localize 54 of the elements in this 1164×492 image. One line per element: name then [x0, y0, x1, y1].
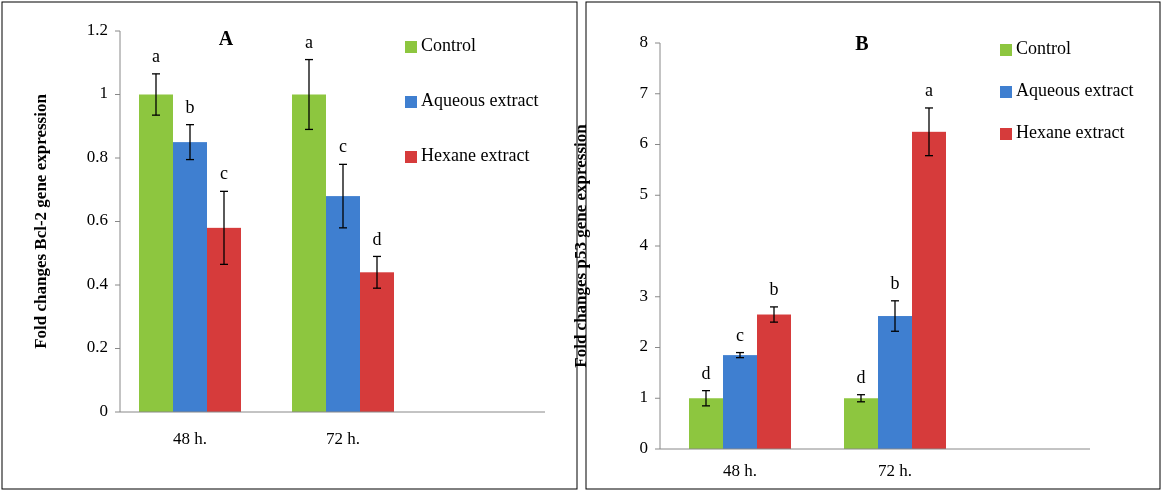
y-tick-label: 2: [639, 336, 648, 356]
bar: [207, 227, 241, 412]
x-tick-label: 72 h.: [878, 460, 912, 480]
bar: [360, 272, 394, 412]
chart-title: B: [855, 31, 869, 54]
legend-label: Aqueous extract: [1016, 80, 1134, 101]
x-tick-label: 48 h.: [173, 428, 207, 448]
annotation: b: [185, 96, 195, 117]
y-tick-label: 0.8: [86, 146, 108, 166]
legend-label: Control: [421, 35, 477, 56]
bar: [326, 196, 360, 412]
y-tick-label: 8: [639, 31, 648, 51]
y-tick-label: 6: [639, 133, 648, 153]
annotation: a: [152, 45, 160, 66]
annotation: a: [925, 80, 933, 101]
annotation: c: [736, 324, 744, 345]
bar: [139, 94, 173, 412]
annotation: a: [305, 31, 313, 52]
bar: [757, 314, 791, 449]
annotation: d: [372, 228, 382, 249]
legend-label: Hexane extract: [421, 145, 530, 166]
bar: [723, 355, 757, 449]
y-tick-label: 0: [99, 400, 108, 420]
bar: [878, 316, 912, 449]
y-tick-label: 5: [639, 184, 648, 204]
y-tick-label: 1: [639, 387, 648, 407]
y-tick-label: 7: [639, 82, 649, 102]
annotation: c: [339, 136, 347, 157]
y-tick-label: 0: [639, 437, 648, 457]
y-tick-label: 0.2: [86, 337, 108, 357]
annotation: d: [856, 366, 866, 387]
legend-label: Aqueous extract: [421, 90, 539, 111]
bar: [689, 398, 723, 449]
y-axis-title: Fold changes p53 gene expression: [570, 123, 590, 368]
bar: [912, 131, 946, 449]
y-tick-label: 4: [639, 234, 649, 254]
x-tick-label: 72 h.: [326, 428, 360, 448]
y-tick-label: 3: [639, 285, 648, 305]
annotation: b: [890, 272, 900, 293]
y-tick-label: 1.2: [86, 19, 108, 39]
annotation: c: [220, 163, 228, 184]
annotation: d: [701, 362, 711, 383]
bar: [844, 398, 878, 449]
bar: [292, 94, 326, 412]
annotation: b: [769, 279, 779, 300]
y-tick-label: 1: [99, 83, 108, 103]
chart-title: A: [218, 26, 234, 49]
legend-label: Control: [1016, 38, 1072, 59]
legend-label: Hexane extract: [1016, 122, 1125, 143]
bar: [173, 142, 207, 412]
x-tick-label: 48 h.: [723, 460, 757, 480]
y-tick-label: 0.6: [86, 210, 108, 230]
y-tick-label: 0.4: [86, 273, 109, 293]
y-axis-title: Fold changes Bcl-2 gene expression: [30, 93, 50, 349]
